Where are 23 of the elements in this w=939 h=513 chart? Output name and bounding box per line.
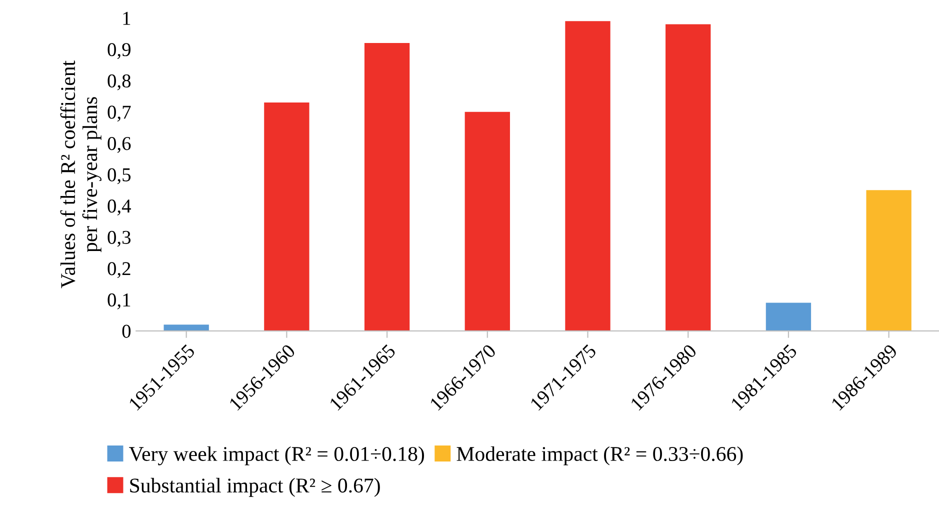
y-tick-label: 0,2 <box>108 262 130 278</box>
y-axis-title: Values of the R² coefficient per five-year plans <box>60 60 102 288</box>
y-tick-label: 1 <box>123 12 130 25</box>
legend-label: Very week impact (R² = 0.01÷0.18) <box>129 446 424 466</box>
bar <box>464 112 510 331</box>
y-tick-label: 0 <box>122 324 131 338</box>
legend-label: Moderate impact (R² = 0.33÷0.66) <box>456 446 743 466</box>
y-tick-label: 0,1 <box>108 293 130 310</box>
bar <box>164 324 209 331</box>
bar <box>866 190 912 331</box>
bar <box>364 42 410 331</box>
y-tick-label: 0,4 <box>108 200 131 216</box>
y-tick-label: 0,8 <box>108 74 131 90</box>
y-tick-label: 0,3 <box>108 230 131 247</box>
y-tick-label: 0,9 <box>108 43 130 59</box>
y-tick-label: 0,5 <box>108 168 131 184</box>
legend-label: Substantial impact (R² ≥ 0.67) <box>130 478 380 497</box>
bar <box>264 102 310 331</box>
y-tick-label: 0,7 <box>108 106 131 122</box>
bar <box>766 302 812 331</box>
bar <box>565 21 610 331</box>
y-tick-label: 0,6 <box>108 136 131 153</box>
bar <box>666 24 711 331</box>
